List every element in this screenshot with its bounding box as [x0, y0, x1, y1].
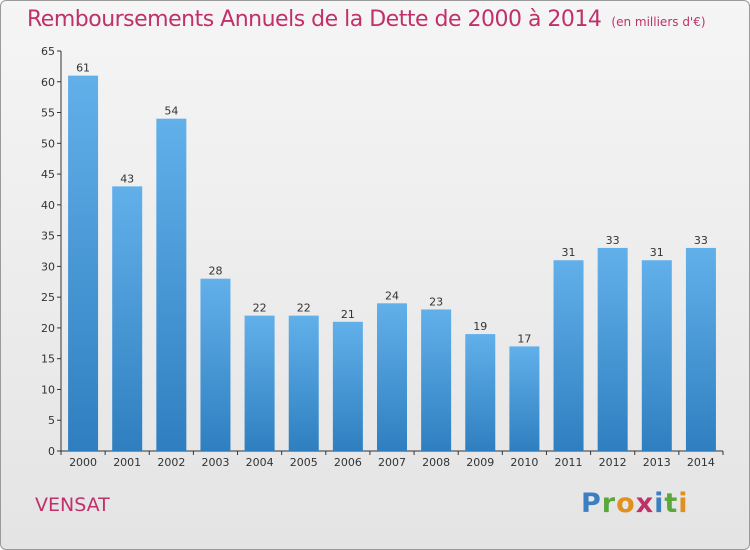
data-label: 19 — [473, 320, 487, 333]
data-label: 23 — [429, 295, 443, 308]
x-tick-label: 2014 — [687, 456, 715, 469]
y-tick-label: 25 — [41, 291, 55, 304]
y-tick-label: 65 — [41, 45, 55, 58]
data-label: 28 — [208, 265, 222, 278]
x-tick-label: 2013 — [643, 456, 671, 469]
x-tick-label: 2011 — [555, 456, 583, 469]
y-tick-label: 60 — [41, 76, 55, 89]
y-tick-label: 10 — [41, 383, 55, 396]
x-tick-label: 2010 — [510, 456, 538, 469]
x-tick-label: 2001 — [113, 456, 141, 469]
y-tick-label: 55 — [41, 107, 55, 120]
data-label: 33 — [694, 234, 708, 247]
bar — [112, 186, 143, 451]
data-label: 21 — [341, 308, 355, 321]
data-label: 61 — [76, 62, 90, 75]
proxiti-logo: Proxiti — [581, 488, 689, 519]
bar — [68, 75, 99, 451]
y-tick-label: 5 — [48, 414, 55, 427]
chart-unit: (en milliers d'€) — [611, 15, 706, 29]
bar — [597, 247, 628, 451]
y-tick-label: 35 — [41, 230, 55, 243]
bar — [641, 260, 672, 451]
y-tick-label: 15 — [41, 353, 55, 366]
data-label: 33 — [606, 234, 620, 247]
bar — [244, 315, 275, 451]
x-tick-label: 2006 — [334, 456, 362, 469]
y-tick-label: 45 — [41, 168, 55, 181]
data-label: 31 — [562, 246, 576, 259]
bar — [200, 278, 231, 451]
y-tick-label: 50 — [41, 137, 55, 150]
y-tick-label: 20 — [41, 322, 55, 335]
x-tick-label: 2009 — [466, 456, 494, 469]
x-tick-label: 2005 — [290, 456, 318, 469]
data-label: 43 — [120, 172, 134, 185]
bar — [288, 315, 319, 451]
y-tick-label: 30 — [41, 260, 55, 273]
data-label: 54 — [164, 105, 178, 118]
x-tick-label: 2004 — [246, 456, 274, 469]
bar — [156, 118, 187, 451]
bar — [685, 247, 716, 451]
chart-title-text: Remboursements Annuels de la Dette de 20… — [27, 7, 602, 32]
bar — [377, 303, 407, 451]
data-label: 17 — [517, 332, 531, 345]
data-label: 22 — [253, 302, 267, 315]
city-name: VENSAT — [35, 494, 110, 516]
bar — [553, 260, 584, 451]
x-tick-label: 2008 — [422, 456, 450, 469]
data-label: 31 — [650, 246, 664, 259]
y-tick-label: 40 — [41, 199, 55, 212]
bar — [509, 346, 540, 451]
x-tick-label: 2003 — [201, 456, 229, 469]
y-tick-label: 0 — [48, 445, 55, 458]
data-label: 24 — [385, 289, 399, 302]
x-tick-label: 2012 — [599, 456, 627, 469]
bar — [332, 321, 363, 451]
bar — [421, 309, 452, 451]
x-tick-label: 2002 — [157, 456, 185, 469]
chart-title: Remboursements Annuels de la Dette de 20… — [27, 7, 706, 32]
x-tick-label: 2000 — [69, 456, 97, 469]
x-tick-label: 2007 — [378, 456, 406, 469]
data-label: 22 — [297, 302, 311, 315]
bar — [465, 334, 496, 451]
